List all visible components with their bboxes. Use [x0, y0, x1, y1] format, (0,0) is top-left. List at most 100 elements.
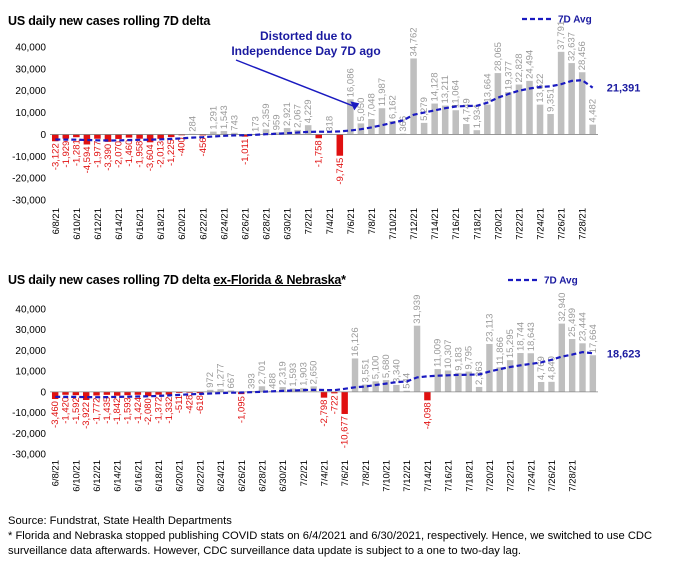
chart1-bar: [167, 134, 175, 138]
chart2-data-label: 10,307: [443, 339, 454, 368]
chart2-bar: [434, 369, 441, 392]
chart1-xtick: 6/14/21: [114, 208, 125, 240]
chart2-data-label: 17,664: [588, 324, 599, 353]
chart1-bar: [441, 105, 449, 135]
chart1-bar: [52, 134, 59, 142]
chart2-bar: [51, 391, 59, 400]
chart1-data-label: 5,050: [356, 98, 367, 122]
chart2-bar: [258, 386, 266, 392]
chart2-xtick: 6/26/21: [237, 460, 248, 492]
chart1-data-label: 16,086: [345, 68, 356, 97]
chart2-bar: [145, 391, 152, 397]
chart2-bar: [568, 339, 576, 392]
chart2-xtick: 6/8/21: [51, 460, 62, 486]
footer: Source: Fundstrat, State Health Departme…: [8, 514, 668, 559]
chart2-data-label: 3,340: [391, 359, 402, 383]
chart2-xtick: 7/18/21: [464, 460, 475, 492]
chart2-xtick: 6/16/21: [133, 460, 144, 492]
chart1-bar: [94, 134, 101, 139]
chart2-data-label: -1,772: [92, 398, 103, 425]
chart2-ytick: 40,000: [15, 305, 46, 316]
chart1-bar: [83, 134, 91, 145]
chart1-data-label: 9,351: [546, 88, 557, 112]
chart1-bar: [547, 113, 554, 135]
chart2-xtick: 7/12/21: [402, 460, 413, 492]
chart2-bar: [196, 391, 204, 394]
chart1-bar: [473, 130, 481, 135]
chart2-bar: [579, 343, 586, 392]
chart1-xtick: 7/4/21: [325, 208, 336, 234]
chart1-data-label: 28,065: [493, 42, 504, 71]
chart2-bar: [217, 389, 224, 392]
chart1-bar: [515, 84, 523, 135]
chart2-data-label: 1,903: [298, 362, 309, 386]
chart1-data-label: 4,229: [303, 99, 314, 123]
chart1-data-label: 28,456: [577, 41, 588, 70]
chart2-bar: [114, 391, 121, 396]
chart1-title-text: US daily new cases rolling 7D delta: [8, 14, 211, 28]
chart1-annotation-arrowhead: [350, 101, 360, 111]
chart2-title-underlined: ex-Florida & Nebraska: [213, 273, 342, 287]
chart2-bar: [548, 381, 555, 392]
chart2-bar: [558, 323, 566, 392]
chart1-data-label: -1,758: [314, 140, 325, 167]
chart2-bar: [486, 343, 493, 392]
chart2-data-label: -428: [185, 395, 196, 414]
chart1-data-label: -1,929: [61, 141, 72, 168]
chart1-data-label: 4,482: [588, 99, 599, 123]
chart1-bar: [589, 124, 596, 135]
chart1-data-label: -3,122: [50, 143, 61, 170]
chart2-data-label: 972: [205, 372, 216, 388]
chart2-data-label: -722: [329, 395, 340, 414]
chart2-xtick: 6/18/21: [154, 460, 165, 492]
chart1-data-label: 11,987: [377, 78, 388, 106]
chart2-data-label: 32,940: [557, 293, 568, 322]
chart1-bar: [273, 132, 280, 135]
chart1-xtick: 6/18/21: [156, 208, 167, 240]
chart2-ytick: 20,000: [15, 346, 46, 357]
chart1-bar: [378, 108, 386, 135]
chart2-bar: [62, 391, 69, 395]
chart1-xtick: 7/12/21: [409, 208, 420, 240]
chart1-xtick: 6/28/21: [262, 208, 273, 240]
chart2-xtick: 7/14/21: [423, 460, 434, 492]
chart1-data-label: 1,934: [472, 104, 483, 128]
chart2-bar: [496, 367, 503, 392]
footer-note: * Florida and Nebraska stopped publishin…: [8, 530, 653, 557]
chart2-bar: [331, 391, 338, 394]
chart2-bar: [517, 353, 524, 392]
chart2-bar: [124, 391, 131, 396]
chart1-data-label: 318: [324, 116, 335, 132]
chart1-data-label: 4,749: [461, 98, 472, 122]
chart1-data-label: -2,013: [156, 141, 167, 168]
chart1-bar: [157, 134, 164, 139]
chart1-bar: [104, 134, 112, 142]
chart2-bar: [372, 381, 379, 392]
chart2-bar: [93, 391, 100, 396]
chart2-xtick: 6/22/21: [195, 460, 206, 492]
chart2-xtick: 7/20/21: [485, 460, 496, 492]
chart1-data-label: 2,067: [293, 104, 304, 128]
chart1-bar: [578, 72, 586, 135]
chart2-bar: [72, 391, 80, 396]
footer-source: Source: Fundstrat, State Health Departme…: [8, 515, 232, 527]
chart2-bar: [393, 384, 400, 392]
chart2-data-label: 5,100: [371, 356, 382, 380]
chart2-data-label: 667: [226, 373, 237, 389]
chart2-xtick: 7/4/21: [320, 460, 331, 486]
chart2-xtick: 6/24/21: [216, 460, 227, 492]
chart2-xtick: 7/16/21: [444, 460, 455, 492]
chart2-xtick: 6/20/21: [175, 460, 186, 492]
chart2-bar: [320, 391, 328, 398]
chart1-end-label: 21,391: [607, 83, 641, 95]
chart2-xtick: 6/14/21: [113, 460, 124, 492]
chart2-end-label: 18,623: [607, 348, 641, 360]
chart1-bar: [389, 120, 396, 135]
chart2-bar: [424, 391, 431, 401]
chart1-bar: [431, 103, 438, 135]
chart1-xtick: 6/20/21: [177, 208, 188, 240]
chart2-bar: [227, 390, 235, 392]
chart2-ytick: -10,000: [12, 408, 46, 419]
chart2-ytick: -20,000: [12, 429, 46, 440]
chart2-data-label: -1,592: [71, 397, 82, 424]
